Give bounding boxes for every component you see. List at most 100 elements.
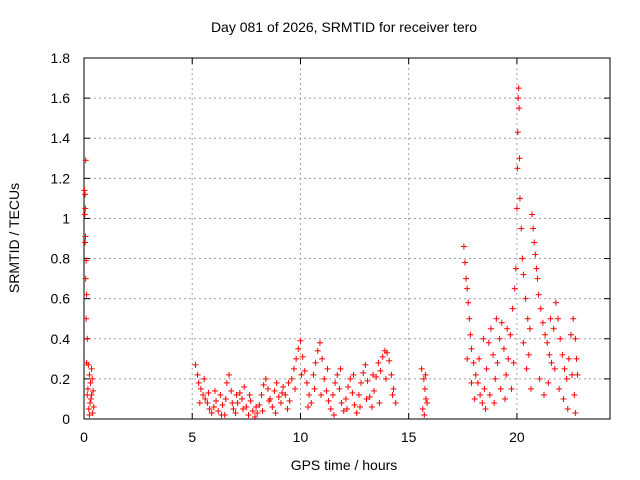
data-point (306, 391, 313, 398)
data-point (329, 391, 336, 398)
data-point (262, 375, 269, 382)
data-point (386, 357, 393, 364)
data-point (226, 371, 233, 378)
data-point (356, 403, 363, 410)
data-point (305, 403, 312, 410)
data-point (504, 325, 511, 332)
data-point (555, 315, 562, 322)
data-point (515, 95, 522, 102)
plot-frame (83, 57, 611, 420)
data-point (368, 403, 375, 410)
y-tick-label: 0 (62, 411, 70, 427)
data-point (208, 409, 215, 416)
data-point (246, 391, 253, 398)
data-point (350, 371, 357, 378)
data-point (508, 385, 515, 392)
axis-ticks (83, 57, 610, 420)
data-point (520, 339, 527, 346)
data-point (546, 351, 553, 358)
data-point (87, 379, 94, 386)
data-point (537, 305, 544, 312)
data-point (290, 365, 297, 372)
data-point (312, 359, 319, 366)
data-point (463, 275, 470, 282)
data-point (468, 345, 475, 352)
x-tick-label: 10 (293, 429, 309, 445)
data-point (195, 379, 202, 386)
data-point (358, 379, 365, 386)
data-point (338, 399, 345, 406)
data-point (271, 387, 278, 394)
data-point (355, 391, 362, 398)
data-point (230, 405, 237, 412)
data-point (474, 379, 481, 386)
data-point (205, 389, 212, 396)
data-point (334, 371, 341, 378)
data-point (234, 399, 241, 406)
data-point (376, 399, 383, 406)
data-point (516, 105, 523, 112)
data-point (491, 399, 498, 406)
data-point (240, 405, 247, 412)
x-tick-label: 20 (509, 429, 525, 445)
data-point (461, 259, 468, 266)
data-point (563, 375, 570, 382)
data-point (332, 379, 339, 386)
data-point (264, 385, 271, 392)
data-point (496, 335, 503, 342)
data-point (344, 405, 350, 412)
data-point (258, 391, 265, 398)
data-point (572, 409, 579, 416)
data-point (241, 383, 248, 390)
data-point (82, 205, 89, 212)
data-point (85, 405, 92, 412)
data-point (420, 375, 427, 382)
data-point (564, 405, 571, 412)
data-point (388, 371, 395, 378)
data-point (470, 359, 477, 366)
data-point (194, 371, 201, 378)
data-point (345, 383, 352, 390)
data-point (547, 315, 554, 322)
y-tick-label: 1.6 (51, 90, 71, 106)
y-tick-label: 0.4 (51, 331, 71, 347)
data-point (204, 399, 211, 406)
data-point (519, 255, 526, 262)
data-point (243, 403, 250, 410)
data-point (192, 361, 199, 368)
data-point (252, 413, 259, 420)
data-point (477, 391, 484, 398)
data-point (360, 369, 367, 376)
y-tick-label: 0.2 (51, 371, 71, 387)
data-point (513, 205, 520, 212)
data-point (509, 305, 516, 312)
data-point (551, 365, 558, 372)
data-point (493, 315, 500, 322)
data-point (249, 407, 256, 414)
data-point (560, 395, 567, 402)
data-point (83, 257, 90, 264)
data-point (228, 387, 235, 394)
data-point (218, 411, 225, 418)
data-point (269, 403, 276, 410)
data-point (331, 411, 338, 418)
y-tick-labels: 0 0.2 0.4 0.6 0.8 1 1.2 1.4 1.6 1.8 (51, 50, 71, 427)
data-point (482, 405, 489, 412)
data-point (324, 365, 331, 372)
data-point (540, 391, 547, 398)
data-point (84, 391, 91, 398)
data-point (88, 365, 95, 372)
data-point (373, 373, 380, 380)
data-point (82, 157, 89, 164)
data-point (515, 85, 522, 92)
data-point (421, 411, 428, 418)
data-point (340, 407, 347, 414)
data-point (392, 399, 399, 406)
data-point (236, 389, 243, 396)
data-point (277, 399, 284, 406)
data-point (468, 379, 475, 386)
data-point (303, 379, 310, 386)
data-point (369, 371, 376, 378)
data-point (266, 397, 273, 404)
